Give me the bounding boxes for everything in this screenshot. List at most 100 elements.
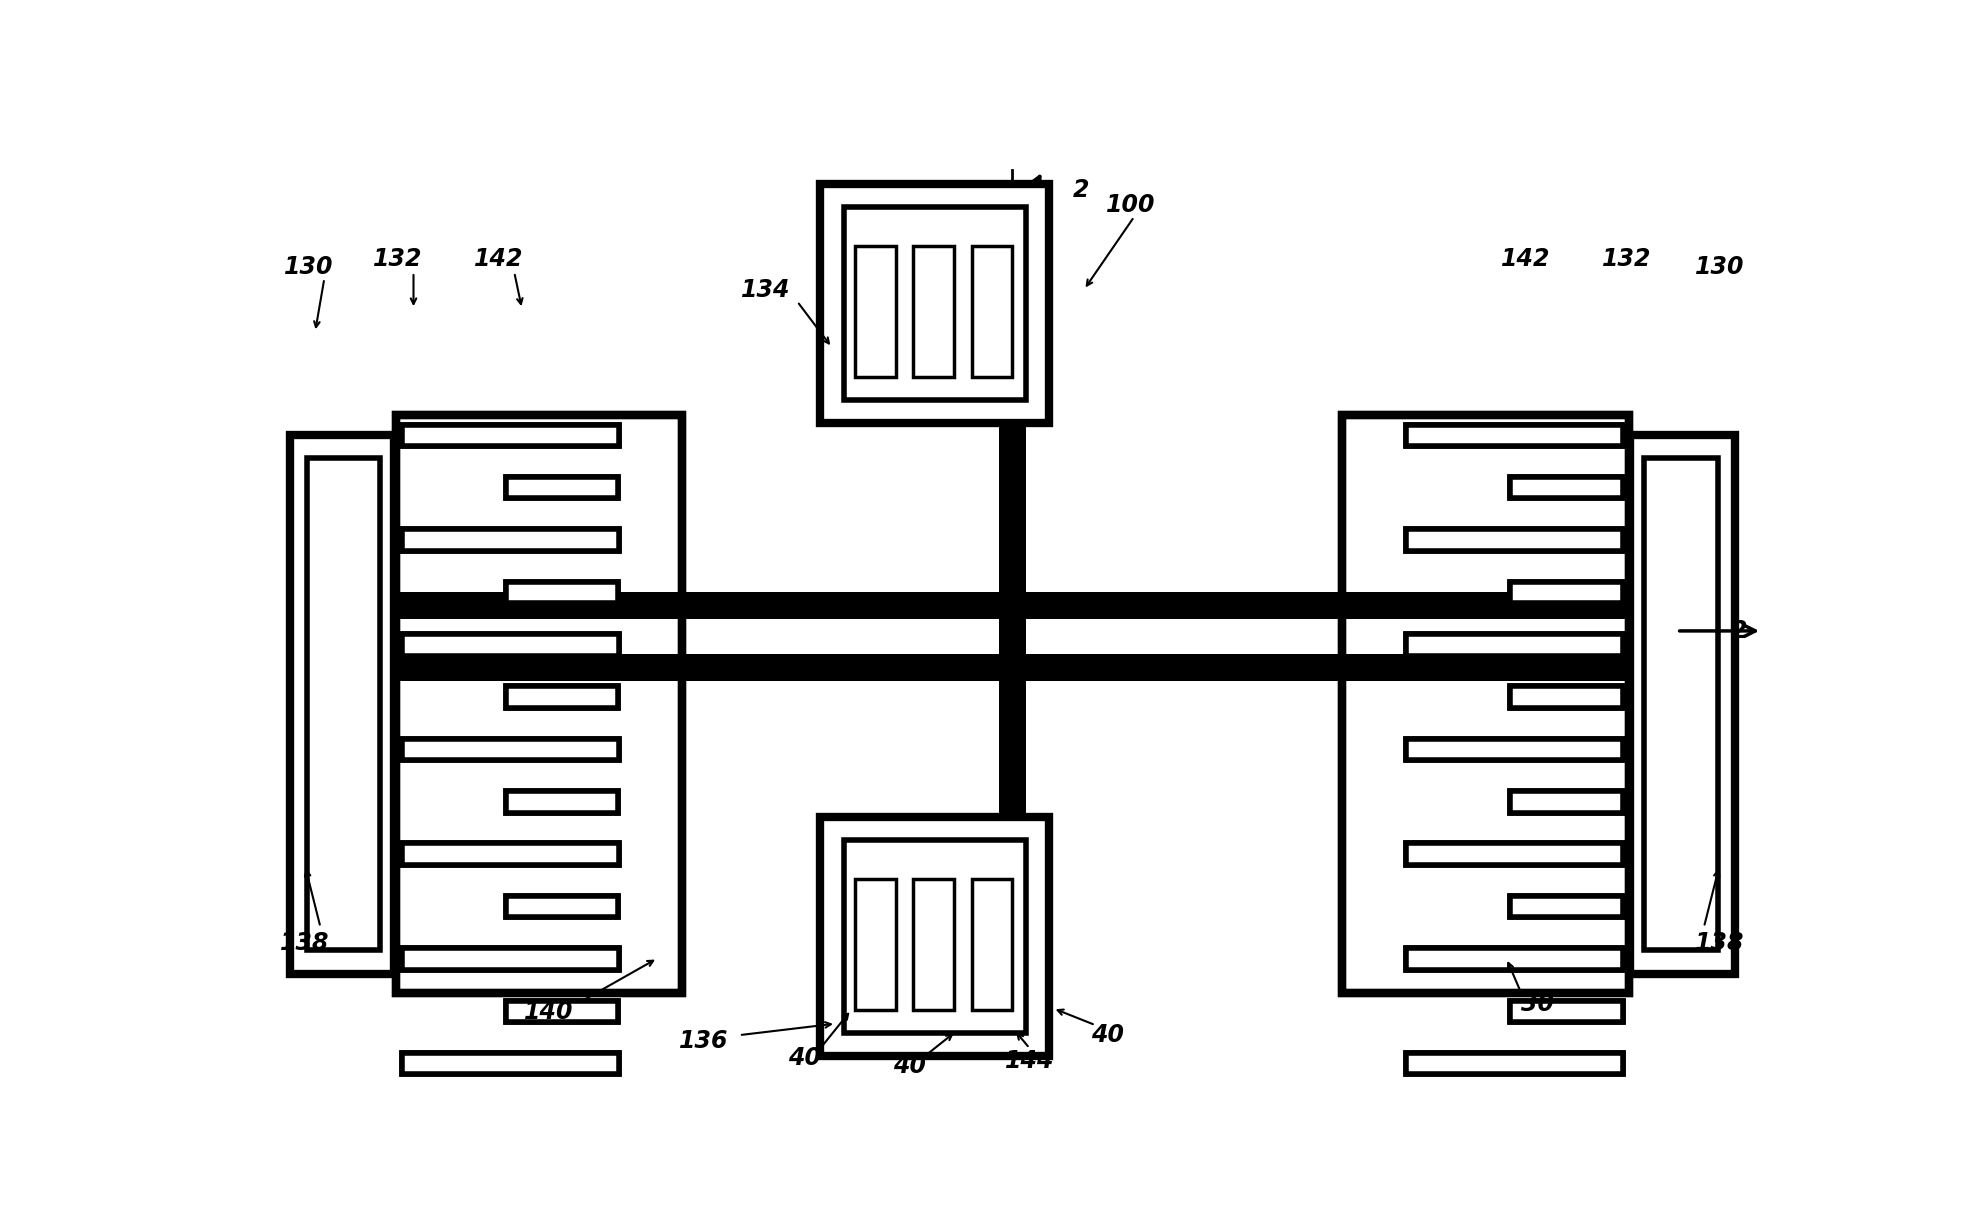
Bar (506, 791, 618, 813)
Bar (1341, 655, 1629, 682)
Bar (401, 425, 618, 446)
Bar (401, 844, 618, 865)
Bar (1511, 1105, 1623, 1127)
Text: 142: 142 (474, 247, 523, 271)
Bar (1406, 948, 1623, 970)
Bar (683, 655, 1011, 682)
Bar (401, 948, 618, 970)
Bar (1511, 791, 1623, 813)
Bar (1341, 415, 1629, 992)
Text: 136: 136 (679, 1029, 729, 1052)
Bar (1511, 1105, 1623, 1127)
Bar (401, 739, 618, 760)
Bar (972, 879, 1011, 1009)
Bar (401, 739, 618, 760)
Bar (401, 844, 618, 865)
Text: 132: 132 (1602, 247, 1651, 271)
Bar (1511, 1210, 1623, 1228)
Bar (1406, 634, 1623, 656)
Text: 140: 140 (525, 1000, 575, 1024)
Text: 132: 132 (373, 247, 423, 271)
Bar (395, 415, 683, 992)
Bar (1511, 686, 1623, 707)
Bar (855, 879, 895, 1009)
Text: 138: 138 (280, 931, 330, 955)
Bar (401, 634, 618, 656)
Bar (1406, 634, 1623, 656)
Bar (972, 246, 1011, 377)
Bar (506, 791, 618, 813)
Bar (1406, 1052, 1623, 1074)
Bar (506, 686, 618, 707)
Bar (1629, 435, 1734, 974)
Bar (999, 280, 1025, 974)
Bar (820, 818, 1049, 1056)
Bar (401, 425, 618, 446)
Bar (855, 246, 895, 377)
Bar (1406, 1158, 1623, 1179)
Bar (401, 529, 618, 551)
Bar (683, 592, 1011, 619)
Bar (306, 458, 379, 950)
Text: 134: 134 (741, 278, 790, 302)
Bar (1011, 655, 1341, 682)
Text: 138: 138 (1695, 931, 1744, 955)
Text: 100: 100 (1106, 193, 1155, 217)
Bar (1341, 592, 1629, 619)
Bar (1511, 582, 1623, 603)
Text: 2: 2 (1730, 619, 1748, 643)
Bar (506, 582, 618, 603)
Bar (401, 948, 618, 970)
Bar (1406, 529, 1623, 551)
Bar (820, 184, 1049, 422)
Bar (506, 1001, 618, 1022)
Bar (1511, 1001, 1623, 1022)
Bar (1511, 582, 1623, 603)
Text: 130: 130 (284, 254, 334, 279)
Bar (1511, 1001, 1623, 1022)
Bar (1406, 844, 1623, 865)
Text: 30: 30 (1521, 992, 1554, 1017)
Text: 2: 2 (1072, 178, 1090, 201)
Bar (290, 435, 395, 974)
Bar (401, 529, 618, 551)
Bar (1406, 425, 1623, 446)
Bar (1511, 476, 1623, 499)
Bar (1406, 1052, 1623, 1074)
Bar (506, 895, 618, 917)
Bar (1645, 458, 1718, 950)
Bar (1511, 476, 1623, 499)
Bar (401, 1052, 618, 1074)
Bar (1511, 686, 1623, 707)
Bar (1341, 415, 1629, 992)
Bar (843, 840, 1025, 1033)
Bar (506, 476, 618, 499)
Bar (401, 1158, 618, 1179)
Bar (1511, 1210, 1623, 1228)
Bar (401, 634, 618, 656)
Bar (401, 1158, 618, 1179)
Bar (1011, 592, 1341, 619)
Bar (506, 582, 618, 603)
Text: 40: 40 (893, 1054, 926, 1078)
Bar (1406, 739, 1623, 760)
Text: 144: 144 (1005, 1049, 1055, 1072)
Text: 40: 40 (788, 1046, 822, 1071)
Text: 130: 130 (1695, 254, 1744, 279)
Bar (999, 280, 1025, 974)
Bar (506, 1105, 618, 1127)
Bar (1406, 529, 1623, 551)
Bar (1511, 895, 1623, 917)
Bar (506, 1210, 618, 1228)
Bar (506, 1001, 618, 1022)
Bar (506, 686, 618, 707)
Bar (1406, 844, 1623, 865)
Bar (912, 246, 954, 377)
Bar (843, 208, 1025, 400)
Bar (401, 1052, 618, 1074)
Bar (1406, 739, 1623, 760)
Bar (395, 655, 683, 682)
Text: 40: 40 (1090, 1023, 1124, 1047)
Bar (506, 895, 618, 917)
Bar (1511, 791, 1623, 813)
